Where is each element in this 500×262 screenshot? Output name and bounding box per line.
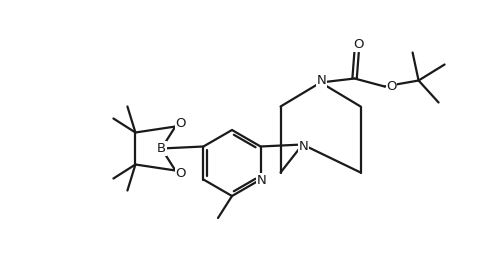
Text: O: O [175,167,186,180]
Text: N: N [298,140,308,153]
Text: B: B [157,142,166,155]
Text: N: N [256,174,266,187]
Text: O: O [386,80,397,93]
Text: O: O [354,38,364,51]
Text: N: N [316,74,326,87]
Text: O: O [175,117,186,130]
